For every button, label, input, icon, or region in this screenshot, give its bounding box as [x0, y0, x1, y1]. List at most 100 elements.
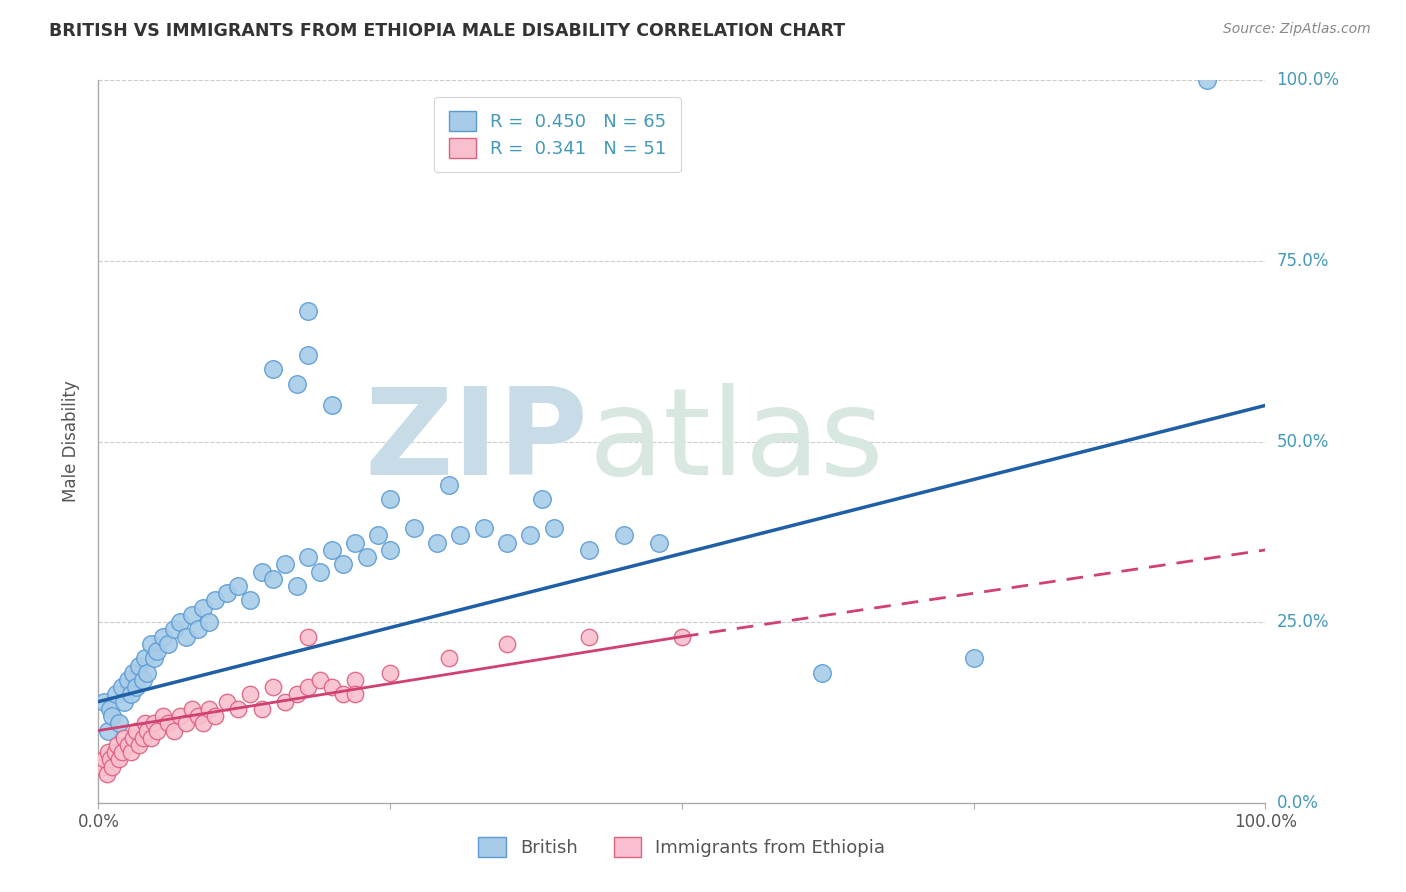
Point: [262, 680, 284, 694]
Point: [98, 702, 121, 716]
Point: [297, 550, 319, 565]
Y-axis label: Male Disability: Male Disability: [62, 381, 80, 502]
Point: [578, 630, 600, 644]
Point: [321, 680, 343, 694]
Point: [122, 731, 145, 745]
Point: [117, 673, 139, 687]
Text: 0.0%: 0.0%: [1277, 794, 1319, 812]
Point: [117, 738, 139, 752]
Point: [180, 702, 202, 716]
Point: [157, 637, 180, 651]
Point: [356, 550, 378, 565]
Point: [128, 658, 150, 673]
Point: [174, 716, 197, 731]
Point: [811, 665, 834, 680]
Point: [125, 723, 148, 738]
Point: [297, 630, 319, 644]
Text: 25.0%: 25.0%: [1277, 613, 1329, 632]
Point: [367, 528, 389, 542]
Point: [437, 651, 460, 665]
Text: BRITISH VS IMMIGRANTS FROM ETHIOPIA MALE DISABILITY CORRELATION CHART: BRITISH VS IMMIGRANTS FROM ETHIOPIA MALE…: [49, 22, 845, 40]
Point: [543, 521, 565, 535]
Point: [228, 702, 250, 716]
Point: [647, 535, 669, 549]
Point: [215, 695, 238, 709]
Point: [152, 709, 174, 723]
Point: [163, 623, 186, 637]
Point: [198, 702, 221, 716]
Point: [262, 572, 284, 586]
Point: [297, 348, 319, 362]
Point: [198, 615, 221, 630]
Point: [111, 745, 134, 759]
Point: [143, 716, 166, 731]
Point: [98, 752, 121, 766]
Point: [344, 687, 367, 701]
Text: atlas: atlas: [589, 383, 884, 500]
Point: [472, 521, 495, 535]
Point: [204, 593, 226, 607]
Point: [297, 304, 319, 318]
Point: [187, 709, 209, 723]
Point: [134, 716, 156, 731]
Text: 50.0%: 50.0%: [1277, 433, 1329, 450]
Point: [193, 600, 215, 615]
Point: [105, 738, 128, 752]
Point: [530, 492, 553, 507]
Point: [101, 709, 124, 723]
Point: [157, 716, 180, 731]
Point: [274, 558, 297, 572]
Point: [426, 535, 449, 549]
Point: [120, 687, 142, 701]
Point: [321, 398, 343, 412]
Point: [134, 651, 156, 665]
Point: [108, 716, 131, 731]
Point: [132, 731, 155, 745]
Point: [309, 565, 332, 579]
Point: [96, 767, 118, 781]
Point: [671, 630, 693, 644]
Point: [180, 607, 202, 622]
Point: [613, 528, 636, 542]
Point: [309, 673, 332, 687]
Point: [125, 680, 148, 694]
Point: [108, 752, 131, 766]
Point: [111, 680, 134, 694]
Point: [169, 709, 191, 723]
Point: [204, 709, 226, 723]
Point: [239, 687, 262, 701]
Point: [104, 745, 127, 759]
Point: [174, 630, 197, 644]
Point: [143, 651, 166, 665]
Point: [285, 687, 308, 701]
Point: [163, 723, 186, 738]
Point: [285, 376, 308, 391]
Point: [496, 637, 519, 651]
Point: [93, 752, 115, 766]
Point: [169, 615, 191, 630]
Point: [578, 542, 600, 557]
Point: [297, 680, 319, 694]
Text: ZIP: ZIP: [364, 383, 589, 500]
Point: [136, 665, 159, 680]
Point: [187, 623, 209, 637]
Point: [152, 630, 174, 644]
Point: [250, 565, 273, 579]
Point: [112, 731, 135, 745]
Point: [402, 521, 425, 535]
Point: [1195, 73, 1218, 87]
Point: [496, 535, 519, 549]
Point: [380, 665, 402, 680]
Point: [112, 695, 135, 709]
Point: [146, 644, 169, 658]
Point: [962, 651, 984, 665]
Point: [97, 745, 120, 759]
Point: [344, 535, 367, 549]
Point: [128, 738, 150, 752]
Point: [93, 695, 115, 709]
Point: [344, 673, 367, 687]
Point: [132, 673, 155, 687]
Point: [90, 760, 112, 774]
Point: [139, 731, 162, 745]
Point: [122, 665, 145, 680]
